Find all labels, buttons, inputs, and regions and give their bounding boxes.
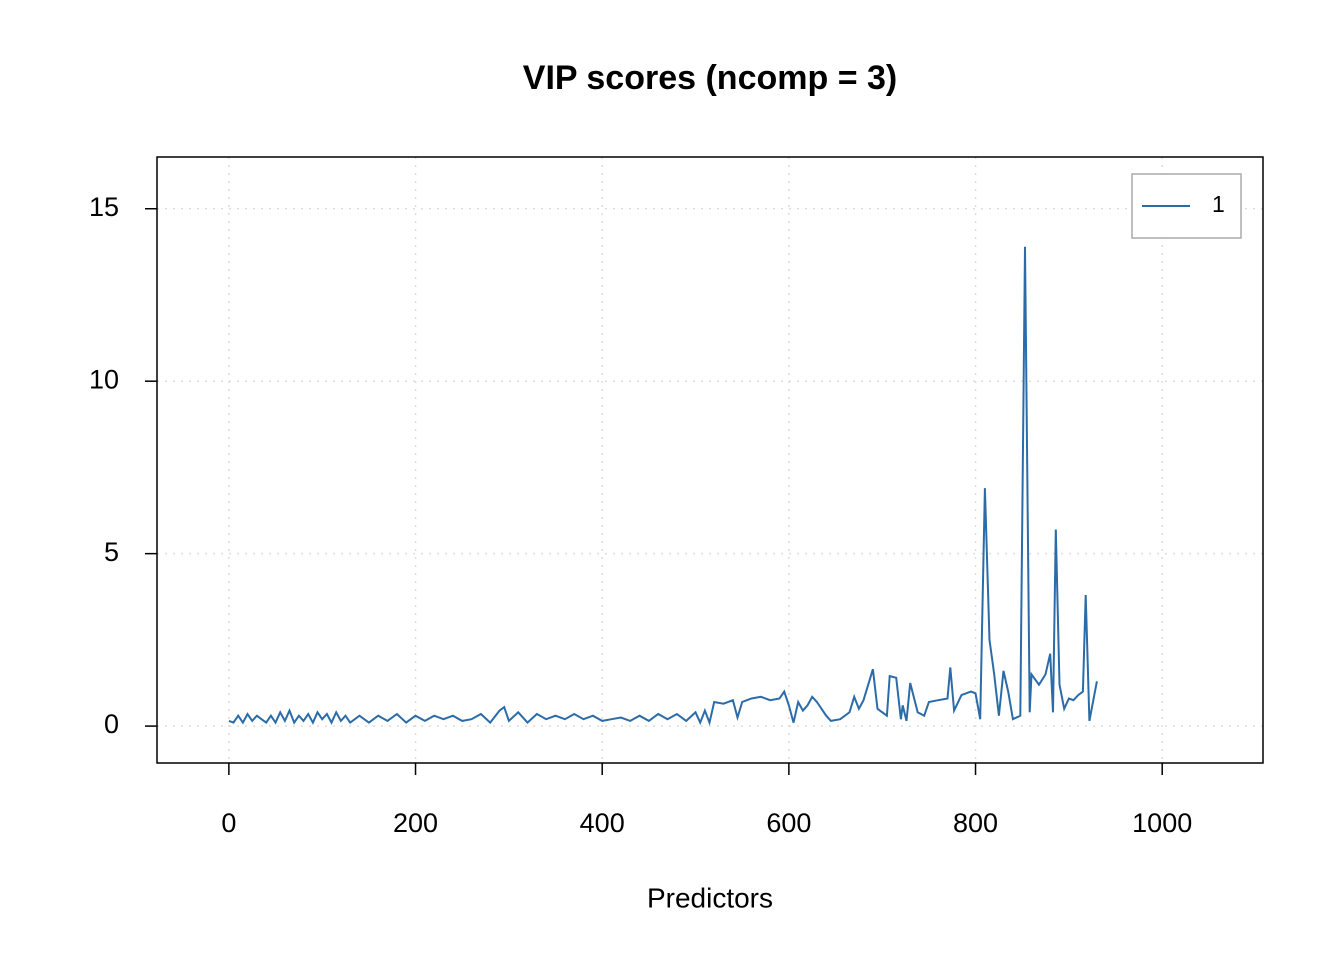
data-line xyxy=(228,246,1098,727)
x-axis-label: Predictors xyxy=(647,882,773,913)
x-tick-label: 400 xyxy=(580,808,625,838)
y-tick-label: 10 xyxy=(89,364,119,394)
x-tick-label: 600 xyxy=(766,808,811,838)
chart-title: VIP scores (ncomp = 3) xyxy=(523,59,897,97)
plot-frame xyxy=(156,156,1264,764)
x-tick-label: 0 xyxy=(221,808,236,838)
x-tick-label: 1000 xyxy=(1132,808,1192,838)
y-tick-label: 5 xyxy=(104,537,119,567)
legend-label: 1 xyxy=(1212,191,1225,217)
y-tick-label: 0 xyxy=(104,709,119,739)
y-tick-label: 15 xyxy=(89,192,119,222)
x-tick-label: 200 xyxy=(393,808,438,838)
x-tick-label: 800 xyxy=(953,808,998,838)
